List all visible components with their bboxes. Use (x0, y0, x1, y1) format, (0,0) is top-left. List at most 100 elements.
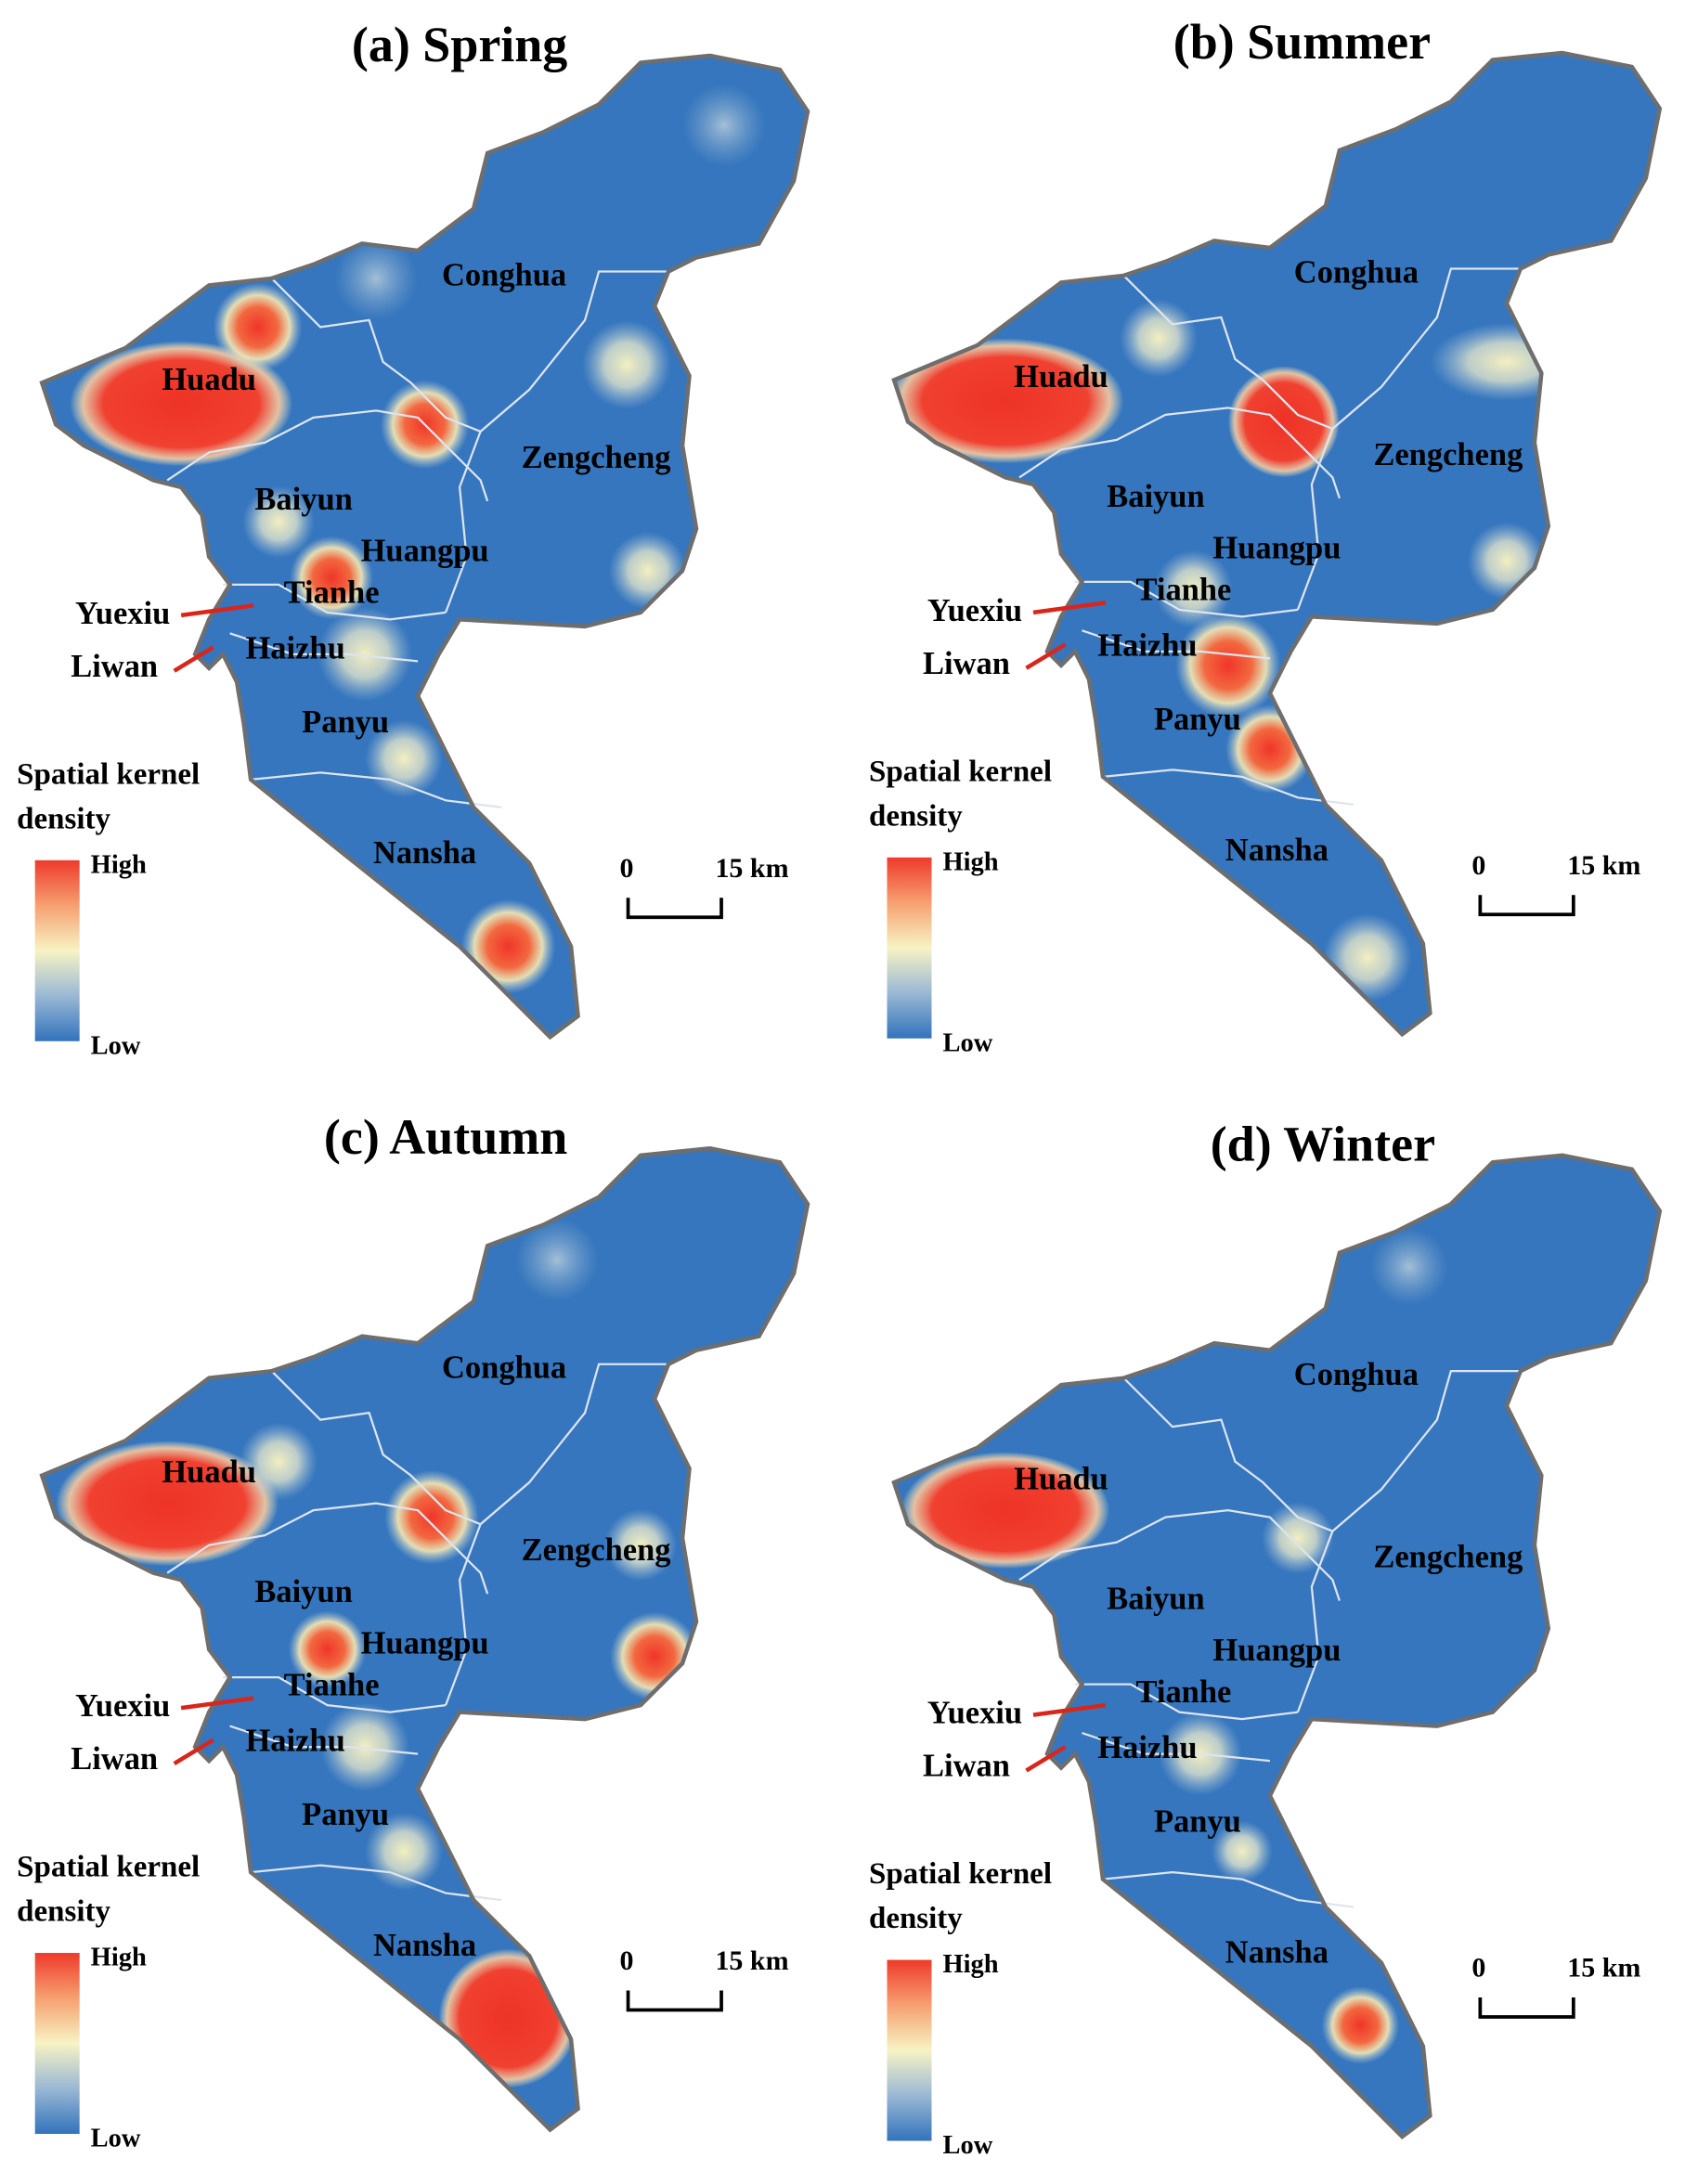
legend-ramp (34, 1953, 80, 2135)
legend-title: density (869, 799, 963, 833)
hotspot (608, 531, 687, 610)
hotspot (318, 606, 413, 702)
hotspot (893, 338, 1124, 464)
district-label: Nansha (1225, 833, 1329, 868)
district-label: Conghua (442, 1350, 566, 1386)
district-label: Zengcheng (522, 1532, 671, 1568)
district-label: Nansha (373, 835, 476, 871)
region-outline (891, 50, 1663, 1038)
scale-start: 0 (620, 853, 634, 884)
hotspot (240, 1422, 318, 1501)
hotspot (1539, 1425, 1613, 1498)
scale-bar (1478, 895, 1575, 917)
hotspot (320, 1702, 410, 1792)
district-border (251, 1864, 502, 1902)
district-border (1122, 267, 1521, 431)
district-border (270, 270, 669, 433)
district-border (270, 1363, 669, 1526)
district-label: Yuexiu (75, 596, 170, 631)
region-fill (893, 1155, 1660, 2138)
district-label: Baiyun (254, 482, 352, 517)
district-label: Tianhe (284, 1668, 380, 1703)
legend-low: Low (91, 2125, 141, 2153)
hotspot (288, 1610, 367, 1689)
district-border (1102, 1870, 1354, 1908)
district-label: Haizhu (245, 630, 344, 666)
leader-line (1032, 601, 1107, 615)
scale-end: 15 km (715, 1945, 788, 1976)
district-label: Zengcheng (1373, 1540, 1523, 1575)
legend-title: Spatial kernel (17, 757, 200, 791)
district-label: Zengcheng (1373, 437, 1523, 472)
legend-title: Spatial kernel (869, 1857, 1052, 1891)
district-border (1018, 1509, 1341, 1601)
legend-title: Spatial kernel (869, 755, 1052, 788)
legend-title: Spatial kernel (17, 1851, 200, 1884)
district-label: Huangpu (361, 533, 489, 568)
district-border (1102, 769, 1354, 806)
district-border (1122, 1370, 1521, 1532)
map-panel: (a) Spring Conghua Huadu Zengcheng Baiyun Hua… (17, 17, 810, 1060)
leader-line (180, 1696, 254, 1711)
district-label: Panyu (302, 704, 389, 740)
hotspot (582, 319, 672, 409)
district-label: Nansha (373, 1928, 476, 1963)
district-border (229, 632, 419, 663)
district-label: Yuexiu (75, 1688, 170, 1724)
district-label: Tianhe (284, 575, 380, 610)
hotspot (334, 236, 419, 320)
legend-title: density (17, 802, 110, 835)
district-label: Tianhe (1135, 1674, 1231, 1710)
hotspot (1154, 549, 1233, 628)
district-border (1018, 407, 1341, 499)
district-label: Liwan (71, 1741, 158, 1777)
legend-low: Low (942, 2131, 992, 2160)
district-label: Tianhe (1135, 572, 1231, 607)
leader-line (173, 645, 214, 673)
district-label: Huadu (162, 362, 256, 397)
legend-title: density (869, 1902, 963, 1935)
district-border (1296, 428, 1334, 611)
leader-line (1032, 1702, 1107, 1717)
district-label: Panyu (302, 1797, 389, 1832)
hotspot (604, 1508, 678, 1582)
leader-line (173, 1738, 214, 1766)
region-fill (42, 1148, 809, 2130)
hotspot (1227, 366, 1340, 478)
panel-title: (a) Spring (352, 17, 567, 72)
district-label: Baiyun (254, 1574, 352, 1609)
hotspot (901, 1452, 1110, 1570)
district-border (1074, 1683, 1299, 1721)
district-border (1074, 580, 1299, 618)
map-panel: (c) Autumn Conghua Huadu Zengcheng Baiyun Hua… (17, 1109, 810, 2153)
scale-start: 0 (1471, 850, 1485, 881)
hotspot (1430, 322, 1584, 401)
hotspot (1158, 136, 1242, 220)
district-border (1082, 629, 1271, 660)
district-label: Baiyun (1107, 1582, 1204, 1617)
district-label: Liwan (923, 1749, 1010, 1784)
region-outline (891, 1153, 1663, 2139)
hotspot (70, 341, 293, 467)
legend-ramp (34, 859, 80, 1041)
scale-start: 0 (1471, 1953, 1485, 1984)
district-border (166, 1502, 489, 1595)
district-border (229, 1725, 419, 1755)
district-border (1296, 1531, 1334, 1713)
region-fill (893, 52, 1660, 1035)
district-label: Huadu (162, 1454, 256, 1490)
scale-bar (626, 1990, 723, 2012)
legend-high: High (942, 847, 998, 876)
district-label: Haizhu (1097, 1730, 1197, 1765)
leader-line (180, 603, 254, 618)
legend-title: density (17, 1895, 110, 1929)
hotspot (1322, 912, 1412, 1002)
panel-title: (b) Summer (1173, 14, 1431, 70)
hotspot (1211, 1820, 1273, 1882)
district-border (166, 409, 489, 502)
scale-bar (1478, 1997, 1575, 2019)
scale-start: 0 (620, 1945, 634, 1976)
legend-ramp (887, 857, 932, 1039)
hotspot (1369, 1227, 1448, 1306)
